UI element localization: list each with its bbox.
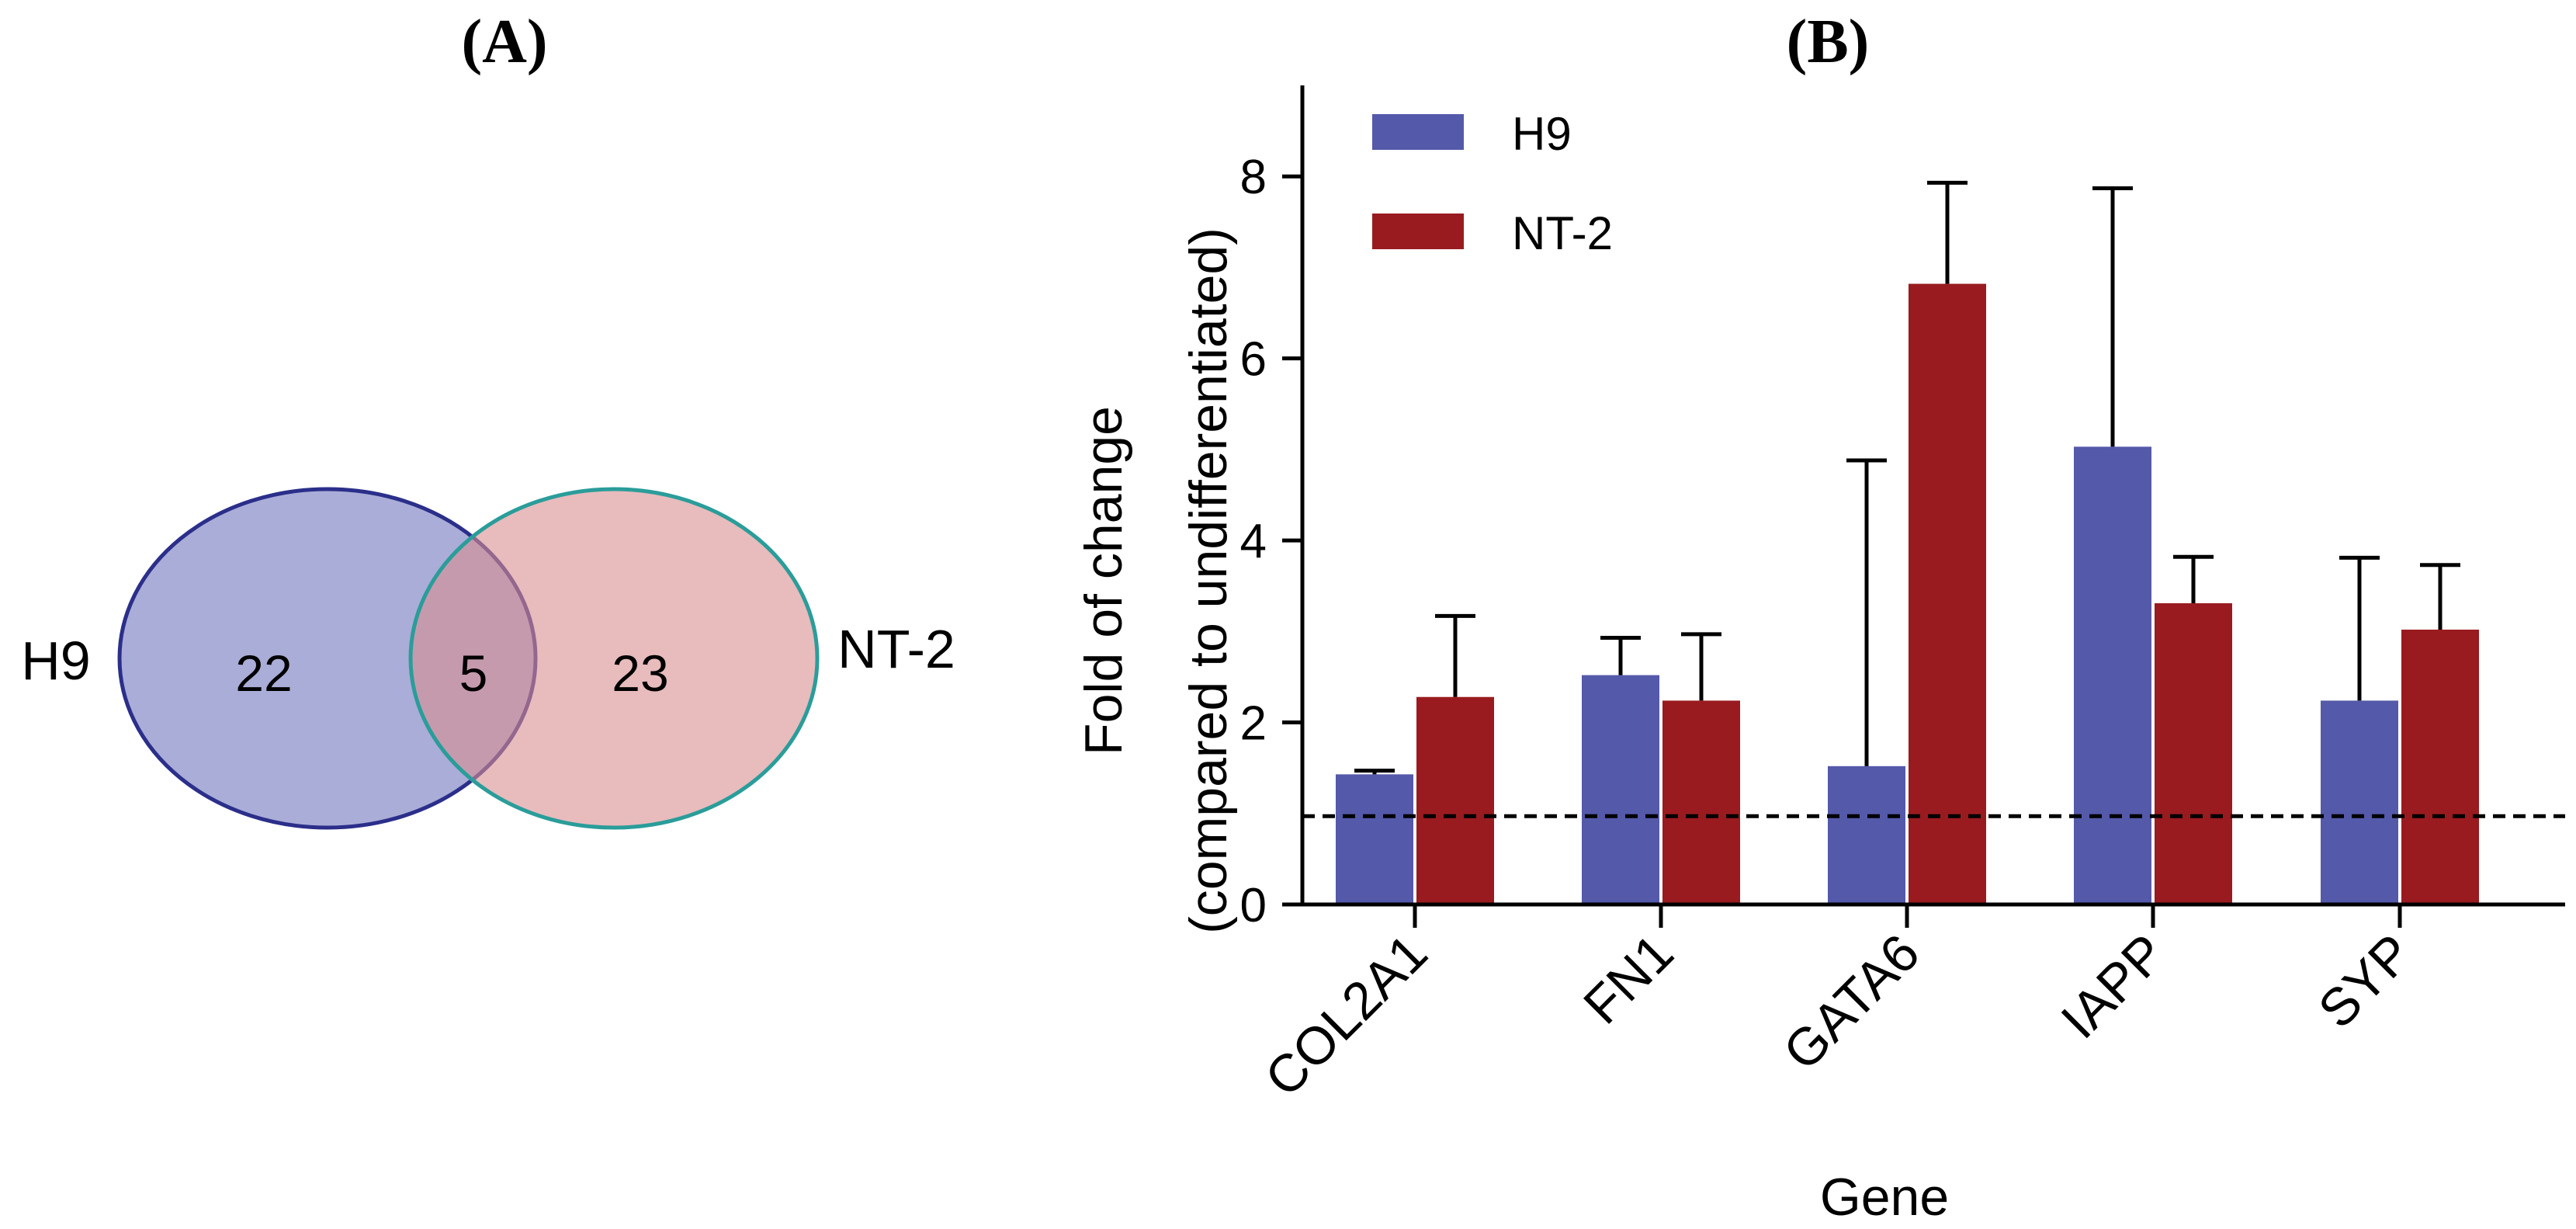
venn-label-h9: H9 xyxy=(21,630,90,691)
y-axis-title: Fold of change xyxy=(1074,406,1133,755)
y-tick-label: 0 xyxy=(1240,879,1267,932)
bar-h9-iapp xyxy=(2074,446,2151,904)
x-tick-label-gata6: GATA6 xyxy=(1772,923,1930,1081)
x-tick-label-col2a1: COL2A1 xyxy=(1253,923,1438,1108)
y-ticks: 0 2 4 6 8 xyxy=(1240,151,1302,932)
y-tick-label: 2 xyxy=(1240,697,1267,751)
error-bars xyxy=(1354,180,2460,775)
venn-count-nt2-only: 23 xyxy=(612,644,668,702)
venn-circle-nt2 xyxy=(408,487,820,830)
venn-label-nt2: NT-2 xyxy=(837,619,955,679)
bar-h9-syp xyxy=(2321,700,2398,904)
legend-label-h9: H9 xyxy=(1512,108,1572,160)
bar-h9-fn1 xyxy=(1582,675,1659,904)
bar-h9-gata6 xyxy=(1828,766,1905,904)
bar-nt2-gata6 xyxy=(1909,283,1986,904)
legend-label-nt2: NT-2 xyxy=(1512,207,1613,259)
venn-diagram: H9 NT-2 22 5 23 xyxy=(21,487,955,830)
x-axis-title: Gene xyxy=(1820,1168,1949,1227)
bar-nt2-fn1 xyxy=(1662,700,1740,904)
legend-swatch-nt2 xyxy=(1372,214,1464,249)
y-axis-title-line2: (compared to undifferentiated) xyxy=(1179,227,1238,934)
x-tick-label-iapp: IAPP xyxy=(2050,923,2176,1050)
panel-a-label: (A) xyxy=(461,8,547,76)
bar-nt2-iapp xyxy=(2155,602,2232,904)
x-tick-label-syp: SYP xyxy=(2307,923,2424,1040)
x-ticks: COL2A1 FN1 GATA6 IAPP SYP xyxy=(1253,904,2424,1108)
bar-h9-col2a1 xyxy=(1336,774,1413,904)
x-tick-label-fn1: FN1 xyxy=(1572,923,1685,1036)
y-tick-label: 6 xyxy=(1240,333,1267,387)
bars xyxy=(1336,283,2479,904)
y-tick-label: 8 xyxy=(1240,151,1267,204)
bar-chart: 0 2 4 6 8 COL2A1 FN1 GATA6 IAPP SYP Fold of chan… xyxy=(1074,85,2565,1227)
bar-nt2-col2a1 xyxy=(1416,696,1494,904)
venn-count-overlap: 5 xyxy=(459,644,488,702)
legend: H9 NT-2 xyxy=(1372,108,1613,259)
venn-count-h9-only: 22 xyxy=(235,644,292,702)
y-tick-label: 4 xyxy=(1240,515,1267,568)
bar-nt2-syp xyxy=(2401,629,2479,904)
panel-b-label: (B) xyxy=(1787,8,1870,76)
legend-swatch-h9 xyxy=(1372,114,1464,150)
